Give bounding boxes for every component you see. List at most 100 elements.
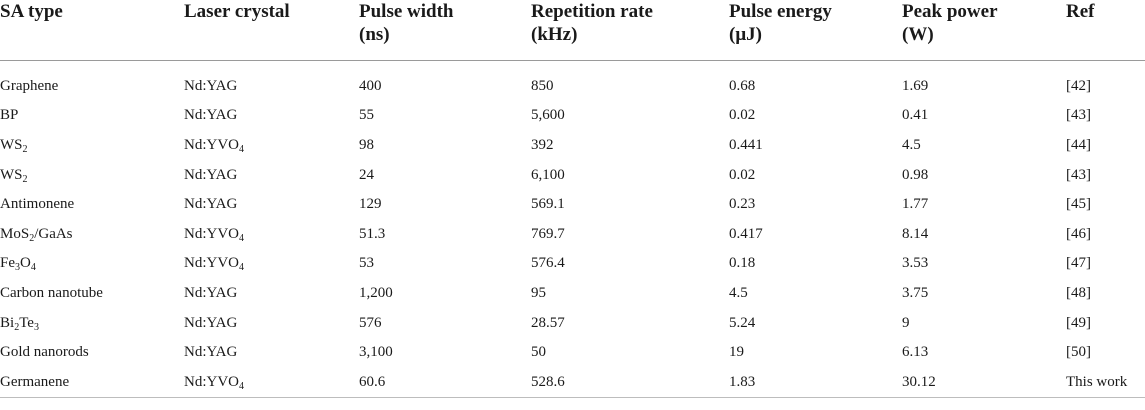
cell-peak-power: 0.98 — [902, 166, 929, 183]
cell-pulse-width: 60.6 — [359, 366, 531, 398]
header-line: Ref — [1066, 1, 1095, 22]
cell-pulse-width: 51.3 — [359, 225, 386, 242]
header-line: (ns) — [359, 24, 390, 45]
cell-ref: [48] — [1066, 284, 1091, 301]
formula-text: Graphene — [0, 77, 59, 94]
formula-text: WS — [0, 136, 23, 153]
cell-sa-type: Gold nanorods — [0, 337, 184, 367]
cell-peak-power: 3.75 — [902, 284, 929, 301]
cell-pulse-energy: 4.5 — [729, 284, 748, 301]
header-pulse-energy: Pulse energy (μJ) — [729, 0, 902, 61]
cell-repetition-rate: 576.4 — [531, 255, 565, 272]
cell-laser-crystal: Nd:YVO4 — [184, 130, 359, 160]
formula-text: Germanene — [0, 373, 70, 390]
cell-pulse-width: 576 — [359, 314, 382, 331]
cell-sa-type: MoS2/GaAs — [0, 219, 184, 249]
cell-sa-type: Germanene — [0, 366, 184, 398]
cell-repetition-rate: 5,600 — [531, 107, 565, 124]
cell-laser-crystal: Nd:YAG — [184, 101, 359, 131]
cell-pulse-width: 98 — [359, 136, 374, 153]
formula-text: Nd:YAG — [184, 107, 238, 124]
cell-pulse-width: 1,200 — [359, 284, 393, 301]
header-line: (kHz) — [531, 24, 578, 45]
header-sa-type: SA type — [0, 0, 184, 61]
cell-pulse-width: 53 — [359, 255, 374, 272]
formula-text: Nd:YVO — [184, 136, 239, 153]
cell-ref: [45] — [1066, 196, 1091, 213]
table-row: WS2 Nd:YAG 24 6,100 0.02 0.98 [43] — [0, 160, 1145, 190]
cell-laser-crystal: Nd:YAG — [184, 61, 359, 101]
cell-repetition-rate: 28.57 — [531, 314, 565, 331]
cell-repetition-rate: 769.7 — [531, 225, 565, 242]
formula-text: MoS — [0, 225, 30, 242]
formula-subscript: 4 — [239, 380, 244, 392]
table-row: Bi2Te3 Nd:YAG 576 28.57 5.24 9 [49] — [0, 308, 1145, 338]
formula-text: /GaAs — [34, 225, 73, 242]
cell-pulse-energy: 19 — [729, 344, 744, 361]
table-row: BP Nd:YAG 55 5,600 0.02 0.41 [43] — [0, 101, 1145, 131]
formula-subscript: 4 — [239, 143, 244, 155]
header-line: (μJ) — [729, 24, 762, 45]
cell-repetition-rate: 569.1 — [531, 196, 565, 213]
cell-sa-type: Bi2Te3 — [0, 308, 184, 338]
cell-pulse-energy: 0.18 — [729, 255, 756, 272]
cell-peak-power: 6.13 — [902, 344, 929, 361]
table-row: Fe3O4 Nd:YVO4 53 576.4 0.18 3.53 [47] — [0, 249, 1145, 279]
header-line: Laser crystal — [184, 1, 290, 22]
formula-text: Nd:YAG — [184, 166, 238, 183]
cell-peak-power: 9 — [902, 314, 910, 331]
formula-text: Nd:YAG — [184, 314, 238, 331]
header-line: SA type — [0, 1, 63, 22]
formula-subscript: 4 — [239, 232, 244, 244]
cell-pulse-width: 400 — [359, 77, 382, 94]
cell-ref: [42] — [1066, 77, 1091, 94]
table-row: Antimonene Nd:YAG 129 569.1 0.23 1.77 [45] — [0, 189, 1145, 219]
formula-subscript: 4 — [239, 262, 244, 274]
header-line: Repetition rate — [531, 1, 653, 22]
cell-laser-crystal: Nd:YAG — [184, 278, 359, 308]
cell-ref: [50] — [1066, 344, 1091, 361]
cell-laser-crystal: Nd:YAG — [184, 308, 359, 338]
header-repetition-rate: Repetition rate (kHz) — [531, 0, 729, 61]
table-row: Gold nanorods Nd:YAG 3,100 50 19 6.13 [50] — [0, 337, 1145, 367]
cell-laser-crystal: Nd:YAG — [184, 337, 359, 367]
cell-pulse-energy: 0.441 — [729, 136, 763, 153]
cell-peak-power: 30.12 — [902, 366, 1066, 398]
cell-laser-crystal: Nd:YVO4 — [184, 366, 359, 398]
formula-text: Fe — [0, 255, 15, 272]
cell-pulse-energy: 0.417 — [729, 225, 763, 242]
cell-pulse-width: 55 — [359, 107, 374, 124]
cell-peak-power: 4.5 — [902, 136, 921, 153]
cell-pulse-width: 129 — [359, 196, 382, 213]
formula-text: Nd:YAG — [184, 196, 238, 213]
formula-text: Nd:YAG — [184, 77, 238, 94]
cell-sa-type: Graphene — [0, 61, 184, 101]
cell-sa-type: Antimonene — [0, 189, 184, 219]
cell-pulse-energy: 0.02 — [729, 107, 756, 124]
formula-text: Antimonene — [0, 196, 75, 213]
header-peak-power: Peak power (W) — [902, 0, 1066, 61]
cell-peak-power: 0.41 — [902, 107, 929, 124]
cell-sa-type: BP — [0, 101, 184, 131]
formula-subscript: 2 — [14, 321, 20, 333]
formula-subscript: 3 — [33, 321, 39, 333]
header-ref: Ref — [1066, 0, 1145, 61]
cell-sa-type: Carbon nanotube — [0, 278, 184, 308]
header-line: Pulse energy — [729, 1, 832, 22]
cell-repetition-rate: 850 — [531, 77, 554, 94]
table-row: MoS2/GaAs Nd:YVO4 51.3 769.7 0.417 8.14 [46] — [0, 219, 1145, 249]
table-row: Germanene Nd:YVO4 60.6 528.6 1.83 30.12 This w… — [0, 366, 1145, 398]
cell-pulse-energy: 0.23 — [729, 196, 756, 213]
cell-laser-crystal: Nd:YAG — [184, 160, 359, 190]
formula-text: Carbon nanotube — [0, 284, 103, 301]
header-row: SA type Laser crystal Pulse width (ns) Repet… — [0, 0, 1145, 61]
cell-peak-power: 3.53 — [902, 255, 929, 272]
cell-pulse-energy: 5.24 — [729, 314, 756, 331]
formula-subscript: 4 — [30, 262, 36, 274]
cell-ref: [44] — [1066, 136, 1091, 153]
formula-text: Nd:YAG — [184, 284, 238, 301]
cell-ref: [43] — [1066, 107, 1091, 124]
cell-repetition-rate: 50 — [531, 344, 546, 361]
formula-text: Nd:YVO — [184, 225, 239, 242]
cell-peak-power: 8.14 — [902, 225, 929, 242]
